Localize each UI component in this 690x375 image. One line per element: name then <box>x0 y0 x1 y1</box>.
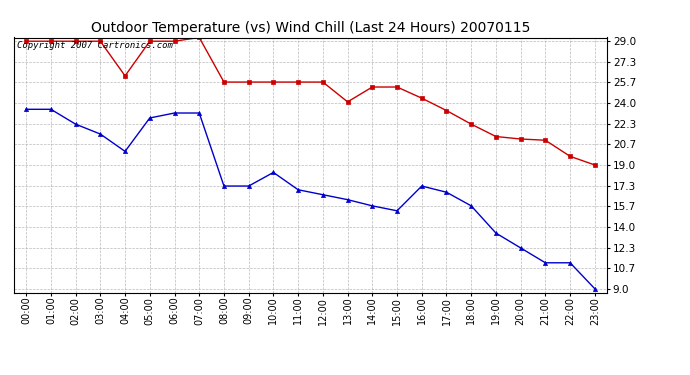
Text: Copyright 2007 Cartronics.com: Copyright 2007 Cartronics.com <box>17 41 172 50</box>
Title: Outdoor Temperature (vs) Wind Chill (Last 24 Hours) 20070115: Outdoor Temperature (vs) Wind Chill (Las… <box>91 21 530 35</box>
